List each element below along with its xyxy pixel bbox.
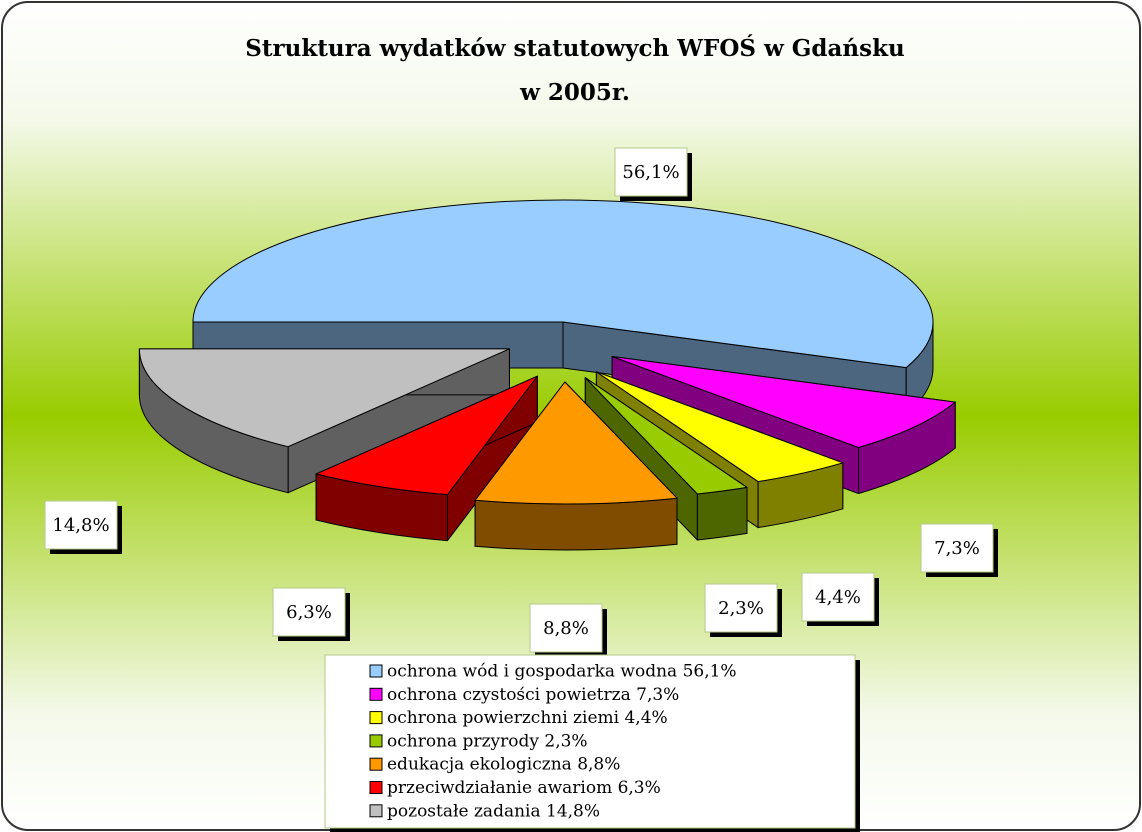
- legend-label: przeciwdziałanie awariom 6,3%: [387, 778, 661, 798]
- slice: [474, 381, 678, 505]
- pie: [138, 199, 956, 551]
- data-label: 8,8%: [543, 618, 589, 639]
- data-label-box: [704, 583, 778, 633]
- legend-swatch: [369, 664, 383, 678]
- data-label-box: [529, 603, 603, 653]
- data-label: 4,4%: [815, 587, 861, 608]
- data-label-box: [272, 587, 346, 637]
- legend-swatch: [369, 757, 383, 771]
- legend-label: ochrona wód i gospodarka wodna 56,1%: [387, 662, 737, 682]
- data-label-box: [920, 523, 994, 573]
- slice: [595, 371, 844, 483]
- data-label-box: [44, 500, 118, 550]
- slice: [584, 377, 748, 495]
- legend-swatch: [369, 711, 383, 725]
- slice: [315, 375, 538, 542]
- legend-label: ochrona czystości powietrza 7,3%: [387, 685, 679, 705]
- data-label-box: [801, 572, 875, 622]
- slice: [315, 375, 538, 496]
- legend-swatch: [369, 734, 383, 748]
- slice: [611, 356, 956, 448]
- legend-label: edukacja ekologiczna 8,8%: [387, 755, 620, 775]
- slice: [138, 348, 510, 494]
- chart-title: Struktura wydatków statutowych WFOŚ w Gd…: [245, 35, 905, 106]
- legend-label: ochrona przyrody 2,3%: [387, 731, 588, 751]
- data-label: 6,3%: [286, 602, 332, 623]
- legend-swatch: [369, 781, 383, 794]
- slice-side: [474, 497, 678, 551]
- legend-swatch: [369, 804, 383, 818]
- data-label: 14,8%: [52, 515, 109, 536]
- slice-side: [696, 486, 748, 541]
- slice: [192, 199, 934, 369]
- legend-swatch: [369, 687, 383, 701]
- slice: [474, 381, 678, 551]
- data-label: 7,3%: [934, 538, 980, 559]
- legend: [324, 654, 856, 829]
- legend-label: pozostałe zadania 14,8%: [387, 801, 600, 821]
- data-label: 2,3%: [718, 598, 764, 619]
- data-label: 56,1%: [622, 162, 679, 183]
- legend-label: ochrona powierzchni ziemi 4,4%: [387, 708, 668, 728]
- slice: [138, 348, 510, 448]
- data-label-box: [614, 147, 688, 197]
